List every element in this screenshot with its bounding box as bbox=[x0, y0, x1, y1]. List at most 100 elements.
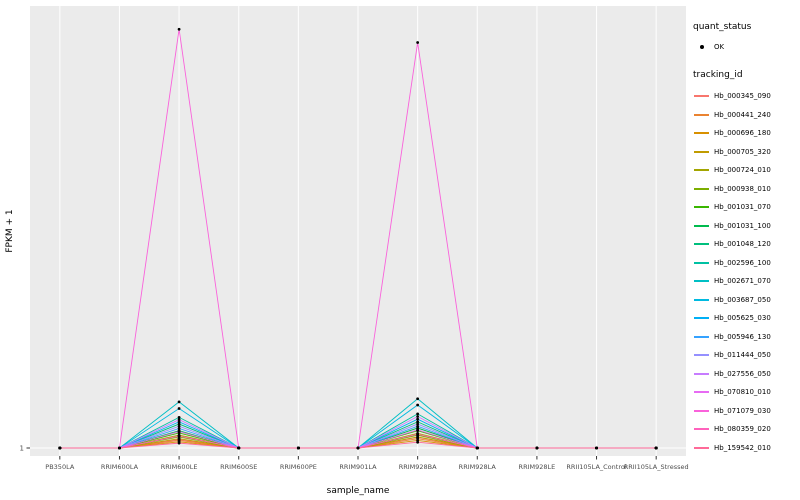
line-key-icon bbox=[693, 439, 710, 456]
data-point bbox=[296, 446, 300, 450]
legend-item-Hb_027556_050: Hb_027556_050 bbox=[693, 365, 799, 384]
legend-item-Hb_070810_010: Hb_070810_010 bbox=[693, 383, 799, 402]
legend-item-Hb_001048_120: Hb_001048_120 bbox=[693, 235, 799, 254]
line-key-icon bbox=[693, 88, 710, 105]
legend-item-Hb_159542_010: Hb_159542_010 bbox=[693, 439, 799, 458]
legend-item-label: Hb_001031_070 bbox=[714, 203, 771, 212]
data-point bbox=[416, 432, 420, 436]
line-key-icon bbox=[693, 217, 710, 234]
data-point bbox=[177, 430, 181, 433]
data-point bbox=[416, 397, 420, 401]
line-key-icon bbox=[693, 310, 710, 327]
data-point bbox=[177, 27, 181, 31]
line-key-icon bbox=[693, 273, 710, 290]
x-tick-label: RRIM600PE bbox=[280, 463, 317, 471]
legend-item-Hb_080359_020: Hb_080359_020 bbox=[693, 420, 799, 439]
legend-item-label: Hb_001048_120 bbox=[714, 240, 771, 249]
legend-item-label: Hb_005625_030 bbox=[714, 314, 771, 323]
legend-item-Hb_005625_030: Hb_005625_030 bbox=[693, 309, 799, 328]
legend-item-Hb_000705_320: Hb_000705_320 bbox=[693, 143, 799, 162]
data-point bbox=[58, 446, 62, 450]
legend-item-Hb_071079_030: Hb_071079_030 bbox=[693, 402, 799, 421]
legend-item-label: Hb_000938_010 bbox=[714, 184, 771, 193]
data-point bbox=[416, 424, 420, 428]
data-point bbox=[118, 446, 121, 450]
data-point bbox=[416, 422, 420, 426]
x-tick-label: RRIM600SE bbox=[220, 463, 257, 471]
legend-item-Hb_002596_100: Hb_002596_100 bbox=[693, 254, 799, 273]
legend-item-Hb_001031_100: Hb_001031_100 bbox=[693, 217, 799, 236]
legend-item-label: Hb_001031_100 bbox=[714, 221, 771, 230]
line-key-icon bbox=[693, 236, 710, 253]
line-key-icon bbox=[693, 143, 710, 160]
data-point bbox=[177, 427, 181, 430]
legend-item-Hb_003687_050: Hb_003687_050 bbox=[693, 291, 799, 310]
legend-item-label: Hb_003687_050 bbox=[714, 295, 771, 304]
legend-item-label: Hb_071079_030 bbox=[714, 406, 771, 415]
x-tick-label: RRII105LA_Stressed bbox=[624, 463, 689, 471]
data-point bbox=[535, 446, 539, 450]
legend-item-label: Hb_011444_050 bbox=[714, 351, 771, 360]
x-tick-label: RRIM928LA bbox=[459, 463, 497, 471]
data-point bbox=[356, 446, 360, 450]
x-tick-label: RRII105LA_Control bbox=[566, 463, 626, 471]
data-point bbox=[416, 420, 420, 424]
data-point bbox=[416, 440, 420, 444]
line-key-icon bbox=[693, 347, 710, 364]
y-axis-title: FPKM + 1 bbox=[5, 209, 15, 252]
legend-item-label: OK bbox=[714, 42, 725, 51]
data-point bbox=[177, 400, 181, 404]
legend-item-Hb_000938_010: Hb_000938_010 bbox=[693, 180, 799, 199]
data-point bbox=[654, 446, 658, 450]
line-key-icon bbox=[693, 291, 710, 308]
legend-title-tracking-id: tracking_id bbox=[693, 70, 743, 80]
line-key-icon bbox=[693, 402, 710, 419]
line-key-icon bbox=[693, 162, 710, 179]
x-axis-title: sample_name bbox=[327, 486, 390, 496]
point-key-icon bbox=[693, 38, 710, 55]
x-tick-label: PB350LA bbox=[45, 463, 75, 471]
legend-item-Hb_000724_010: Hb_000724_010 bbox=[693, 161, 799, 180]
legend-item-Hb_002671_070: Hb_002671_070 bbox=[693, 272, 799, 291]
line-key-icon bbox=[693, 384, 710, 401]
x-tick-label: RRIM928BA bbox=[399, 463, 437, 471]
legend-item-label: Hb_005946_130 bbox=[714, 332, 771, 341]
data-point bbox=[177, 420, 181, 424]
line-key-icon bbox=[693, 254, 710, 271]
legend-item-label: Hb_027556_050 bbox=[714, 369, 771, 378]
x-tick-label: RRIM928LE bbox=[519, 463, 556, 471]
legend-item-label: Hb_080359_020 bbox=[714, 425, 771, 434]
legend-item-label: Hb_000696_180 bbox=[714, 129, 771, 138]
data-point bbox=[595, 446, 598, 450]
y-tick-label: 1 bbox=[20, 445, 24, 453]
data-point bbox=[475, 446, 479, 450]
legend-item-Hb_001031_070: Hb_001031_070 bbox=[693, 198, 799, 217]
legend-item-Hb_011444_050: Hb_011444_050 bbox=[693, 346, 799, 365]
data-point bbox=[416, 428, 420, 432]
data-point bbox=[416, 403, 420, 407]
line-key-icon bbox=[693, 421, 710, 438]
data-point bbox=[237, 446, 241, 450]
x-tick-label: RRIM901LA bbox=[339, 463, 377, 471]
legend-item-Hb_000441_240: Hb_000441_240 bbox=[693, 106, 799, 125]
data-point bbox=[416, 417, 420, 421]
data-point bbox=[177, 441, 181, 445]
x-tick-label: RRIM600LE bbox=[161, 463, 198, 471]
line-key-icon bbox=[693, 125, 710, 142]
legend-item-Hb_000696_180: Hb_000696_180 bbox=[693, 124, 799, 143]
line-key-icon bbox=[693, 106, 710, 123]
legend-item-Hb_005946_130: Hb_005946_130 bbox=[693, 328, 799, 347]
legend-item-label: Hb_070810_010 bbox=[714, 388, 771, 397]
data-point bbox=[177, 422, 181, 426]
legend-item-quant-ok: OK bbox=[693, 39, 799, 54]
legend-item-label: Hb_000724_010 bbox=[714, 166, 771, 175]
line-key-icon bbox=[693, 328, 710, 345]
x-tick-label: RRIM600LA bbox=[101, 463, 139, 471]
line-key-icon bbox=[693, 365, 710, 382]
legend-item-label: Hb_000345_090 bbox=[714, 92, 771, 101]
legend-item-label: Hb_000441_240 bbox=[714, 110, 771, 119]
legend-series-list: Hb_000345_090 Hb_000441_240 Hb_000696_180 H… bbox=[693, 87, 799, 457]
data-point bbox=[416, 41, 420, 44]
